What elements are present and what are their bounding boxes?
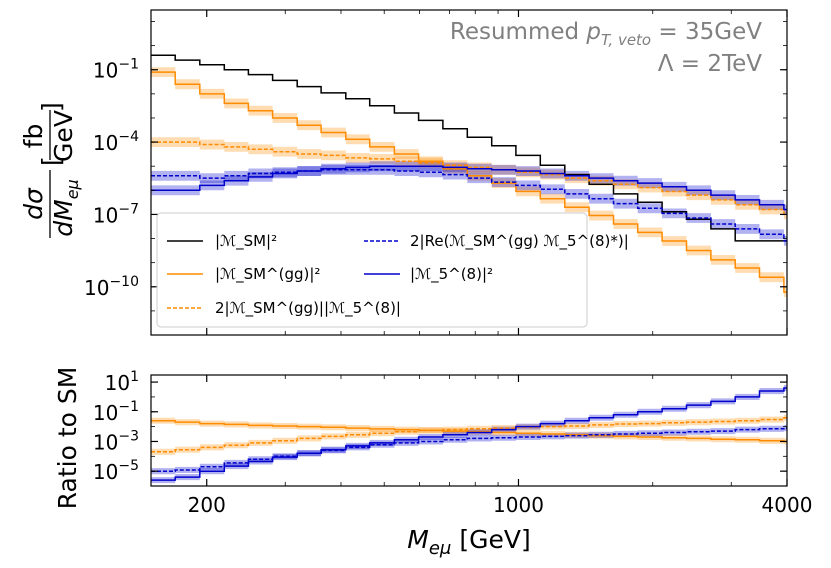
ratio-ylabel: Ratio to SM — [53, 367, 82, 510]
annotation-line1: Resummed pT, veto = 35GeV — [450, 19, 762, 49]
ytick-label: 10−1 — [93, 399, 139, 425]
svg-text:[: [ — [37, 156, 66, 166]
xtick-label: 200 — [188, 493, 226, 517]
xtick-label: 4000 — [762, 493, 813, 517]
xtick-label: 1000 — [493, 493, 544, 517]
legend-entry-interference-re: 2|Re(ℳ_SM^(gg) ℳ_5^(8)*)| — [364, 232, 629, 251]
ratio-bands — [151, 385, 787, 484]
ratio-frame — [150, 374, 788, 487]
legend-entry-sm: |ℳ_SM|² — [167, 232, 277, 251]
legend-entry-dim8: |ℳ_5^(8)|² — [364, 265, 493, 284]
x-axis-label: Meμ [GeV] — [407, 525, 530, 559]
band-ratio-3 — [151, 385, 787, 484]
legend-frame — [156, 212, 588, 328]
svg-text:GeV: GeV — [49, 110, 78, 162]
ytick-label: 10−1 — [93, 57, 139, 83]
band-main-3 — [151, 164, 787, 246]
legend-entry-interference-abs: 2|ℳ_SM^(gg)||ℳ_5^(8)| — [167, 299, 401, 318]
ytick-label: 10−5 — [93, 458, 139, 484]
svg-text:dMeμ: dMeμ — [49, 179, 82, 236]
annotation-line2: Λ = 2TeV — [658, 51, 763, 77]
series-main-0 — [151, 54, 787, 242]
main-ylabel: dσ dMeμ fb GeV [ ] — [19, 102, 82, 238]
series-main-1 — [151, 71, 787, 293]
ratio-xticks: 200 1000 4000 — [188, 375, 813, 517]
main-yticks: 10−10 10−7 10−4 10−1 — [84, 21, 787, 336]
ytick-label: 10−3 — [93, 428, 139, 454]
ytick-label: 10−4 — [93, 129, 139, 155]
series-ratio-3 — [151, 387, 787, 481]
ratio-yticks: 10−5 10−3 10−1 101 — [93, 369, 787, 487]
legend-entry-gg: |ℳ_SM^(gg)|² — [167, 265, 320, 284]
legend-label: |ℳ_SM^(gg)|² — [215, 265, 320, 284]
series-ratio-1 — [151, 416, 787, 453]
legend-label: 2|Re(ℳ_SM^(gg) ℳ_5^(8)*)| — [410, 232, 629, 251]
legend-label: |ℳ_SM|² — [215, 232, 277, 251]
series-ratio-2 — [151, 427, 787, 472]
ytick-label: 10−10 — [84, 274, 139, 300]
band-main-4 — [151, 161, 787, 215]
legend: |ℳ_SM|² |ℳ_SM^(gg)|² 2|ℳ_SM^(gg)||ℳ_5^(8… — [156, 212, 629, 328]
legend-label: 2|ℳ_SM^(gg)||ℳ_5^(8)| — [215, 299, 401, 318]
band-main-2 — [151, 137, 787, 220]
svg-text:dσ: dσ — [19, 187, 48, 220]
ratio-lines — [151, 387, 787, 481]
main-panel: 10−10 10−7 10−4 10−1 Resummed pT, veto = 35… — [19, 9, 788, 336]
svg-text:]: ] — [37, 102, 66, 112]
series-main-2 — [151, 141, 787, 216]
main-frame — [150, 9, 788, 336]
band-ratio-2 — [151, 425, 787, 475]
main-lines — [151, 54, 787, 293]
svg-text:fb: fb — [19, 124, 48, 149]
series-main-4 — [151, 165, 787, 211]
ytick-label: 10−7 — [93, 201, 139, 227]
ytick-label: 101 — [105, 369, 139, 395]
legend-label: |ℳ_5^(8)|² — [410, 265, 493, 284]
main-xticks — [206, 10, 788, 335]
